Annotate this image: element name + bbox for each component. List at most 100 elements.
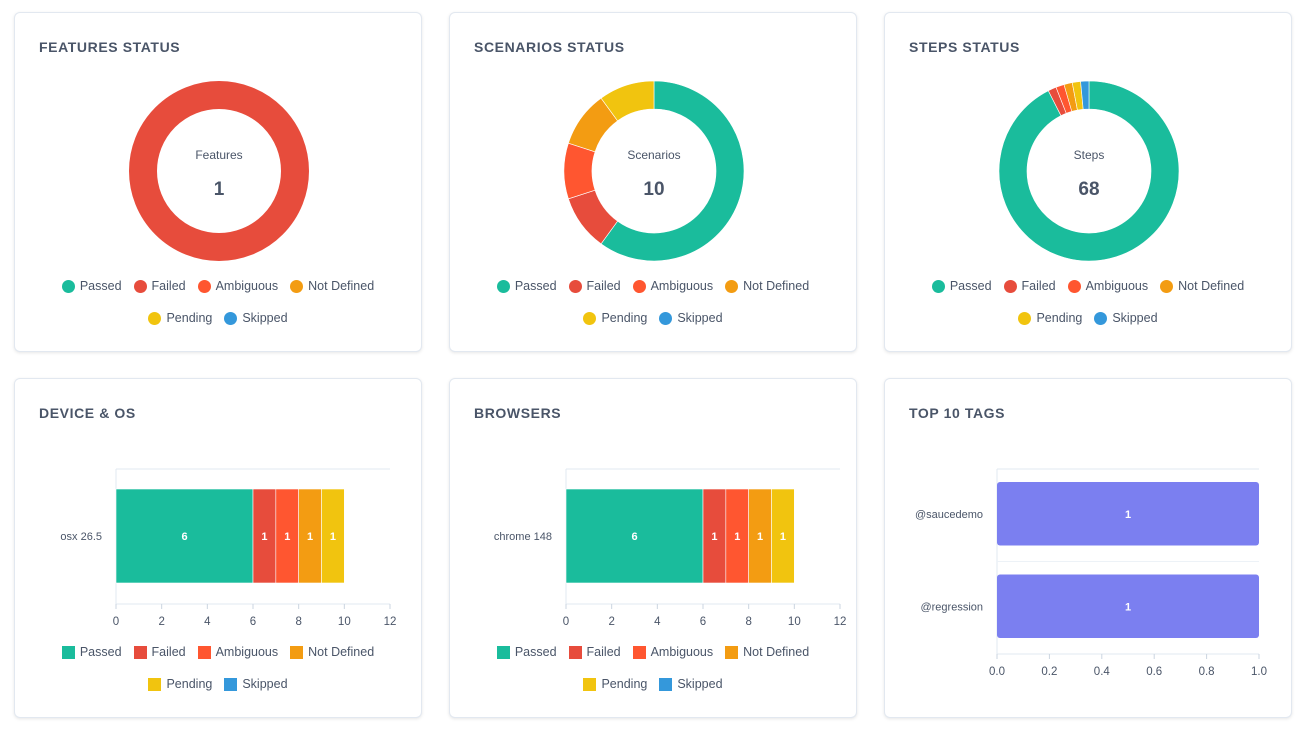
x-tick-label: 8 xyxy=(745,616,751,628)
legend-item-pending[interactable]: Pending xyxy=(148,676,212,692)
legend-item-skipped[interactable]: Skipped xyxy=(1094,310,1158,326)
tag-bar xyxy=(997,574,1259,638)
legend-label: Passed xyxy=(514,645,557,659)
donut-slice-passed xyxy=(600,80,745,262)
legend-item-ambiguous[interactable]: Ambiguous xyxy=(632,278,713,294)
scenarios-donut-chart: Scenarios 10 xyxy=(563,80,745,262)
legend-swatch xyxy=(224,311,238,325)
legend-item-passed[interactable]: Passed xyxy=(496,644,557,660)
legend-label: Skipped xyxy=(677,677,723,691)
donut-center-value: 10 xyxy=(643,179,664,200)
bar-segment-value: 1 xyxy=(757,531,763,543)
legend-swatch xyxy=(659,311,673,325)
x-tick-label: 8 xyxy=(295,616,301,628)
legend-item-pending[interactable]: Pending xyxy=(1018,310,1082,326)
x-tick-label: 0.2 xyxy=(1041,666,1057,678)
donut-center-value: 1 xyxy=(214,179,225,200)
legend-item-ambiguous[interactable]: Ambiguous xyxy=(197,644,278,660)
legend-item-not-defined[interactable]: Not Defined xyxy=(290,644,374,660)
legend-swatch xyxy=(632,645,646,659)
legend-label: Pending xyxy=(601,311,648,325)
tag-label: @saucedemo xyxy=(915,509,983,521)
donut-slices xyxy=(998,80,1180,262)
legend-item-not-defined[interactable]: Not Defined xyxy=(1160,278,1244,294)
legend-swatch xyxy=(568,645,582,659)
legend-item-not-defined[interactable]: Not Defined xyxy=(290,278,374,294)
legend-label: Ambiguous xyxy=(650,645,714,659)
tag-bars: 11 xyxy=(997,482,1259,638)
chart-legend: Passed Failed Ambiguous Not Defined Pending S… xyxy=(35,644,401,692)
legend-label: Not Defined xyxy=(1178,279,1245,293)
donut-slices xyxy=(129,81,309,261)
legend-swatch xyxy=(496,645,510,659)
legend-item-skipped[interactable]: Skipped xyxy=(659,676,723,692)
x-tick-label: 12 xyxy=(834,616,847,628)
donut-slice-failed xyxy=(129,81,309,261)
bar-segment-value: 6 xyxy=(181,531,187,543)
legend-label: Failed xyxy=(151,279,186,293)
legend-item-skipped[interactable]: Skipped xyxy=(224,310,288,326)
donut-center-value: 68 xyxy=(1078,179,1099,200)
bar-segment-pending xyxy=(321,488,345,584)
legend-swatch xyxy=(61,645,75,659)
legend-item-passed[interactable]: Passed xyxy=(496,278,557,294)
legend-label: Failed xyxy=(1021,279,1056,293)
legend-item-passed[interactable]: Passed xyxy=(931,278,992,294)
legend-item-not-defined[interactable]: Not Defined xyxy=(725,644,809,660)
card-title: SCENARIOS STATUS xyxy=(474,39,625,55)
x-tick-label: 2 xyxy=(158,616,164,628)
bar-segment-value: 1 xyxy=(330,531,336,543)
legend-item-skipped[interactable]: Skipped xyxy=(659,310,723,326)
bar-segment-value: 1 xyxy=(711,531,717,543)
legend-item-ambiguous[interactable]: Ambiguous xyxy=(197,278,279,294)
legend-label: Ambiguous xyxy=(1085,279,1149,293)
legend-swatch xyxy=(1003,279,1017,293)
legend-label: Ambiguous xyxy=(215,279,279,293)
x-tick-label: 0 xyxy=(563,616,569,628)
chart-legend: Passed Failed Ambiguous Not Defined Pending S… xyxy=(35,278,401,326)
legend-label: Pending xyxy=(601,677,648,691)
legend-label: Passed xyxy=(79,645,122,659)
x-tick-label: 0 xyxy=(113,616,119,628)
legend-swatch xyxy=(290,645,304,659)
legend-item-passed[interactable]: Passed xyxy=(61,644,122,660)
legend-item-failed[interactable]: Failed xyxy=(568,278,621,294)
legend-label: Skipped xyxy=(677,311,723,325)
legend-item-pending[interactable]: Pending xyxy=(148,310,212,326)
bar-segment-value: 1 xyxy=(780,531,786,543)
legend-label: Passed xyxy=(79,279,122,293)
legend-label: Failed xyxy=(151,645,186,659)
legend-item-not-defined[interactable]: Not Defined xyxy=(725,278,809,294)
x-tick-label: 10 xyxy=(338,616,351,628)
donut-center-label: Steps xyxy=(1074,148,1105,162)
legend-item-skipped[interactable]: Skipped xyxy=(224,676,288,692)
legend-swatch xyxy=(1094,311,1108,325)
device-os-bar-chart: 0 2 4 6 8 10 12 osx 26.5 6 1 1 1 1 xyxy=(60,468,396,628)
legend-item-pending[interactable]: Pending xyxy=(583,310,647,326)
legend-item-failed[interactable]: Failed xyxy=(1003,278,1056,294)
legend-item-failed[interactable]: Failed xyxy=(133,278,186,294)
bar-segment-value: 1 xyxy=(284,531,290,543)
bar-segment-pending xyxy=(771,488,795,584)
legend-label: Not Defined xyxy=(308,279,375,293)
chart-legend: Passed Failed Ambiguous Not Defined Pending S… xyxy=(470,644,836,692)
legend-item-ambiguous[interactable]: Ambiguous xyxy=(632,644,714,660)
legend-swatch xyxy=(583,311,597,325)
legend-swatch xyxy=(568,279,582,293)
top-tags-bar-chart: 0.0 0.2 0.4 0.6 0.8 1.011@saucedemo@regressio… xyxy=(915,468,1267,678)
x-tick-label: 10 xyxy=(788,616,801,628)
legend-item-failed[interactable]: Failed xyxy=(568,644,621,660)
donut-center-label: Features xyxy=(195,148,242,162)
x-axis: 0 2 4 6 8 10 12 xyxy=(113,468,396,628)
legend-swatch xyxy=(197,645,211,659)
x-tick-label: 6 xyxy=(700,616,706,628)
legend-item-pending[interactable]: Pending xyxy=(583,676,647,692)
legend-label: Not Defined xyxy=(743,279,810,293)
legend-swatch xyxy=(148,677,162,691)
legend-item-failed[interactable]: Failed xyxy=(133,644,186,660)
legend-item-passed[interactable]: Passed xyxy=(61,278,122,294)
legend-label: Passed xyxy=(514,279,557,293)
legend-label: Pending xyxy=(166,311,213,325)
donut-slice-passed xyxy=(998,80,1180,262)
legend-item-ambiguous[interactable]: Ambiguous xyxy=(1067,278,1149,294)
